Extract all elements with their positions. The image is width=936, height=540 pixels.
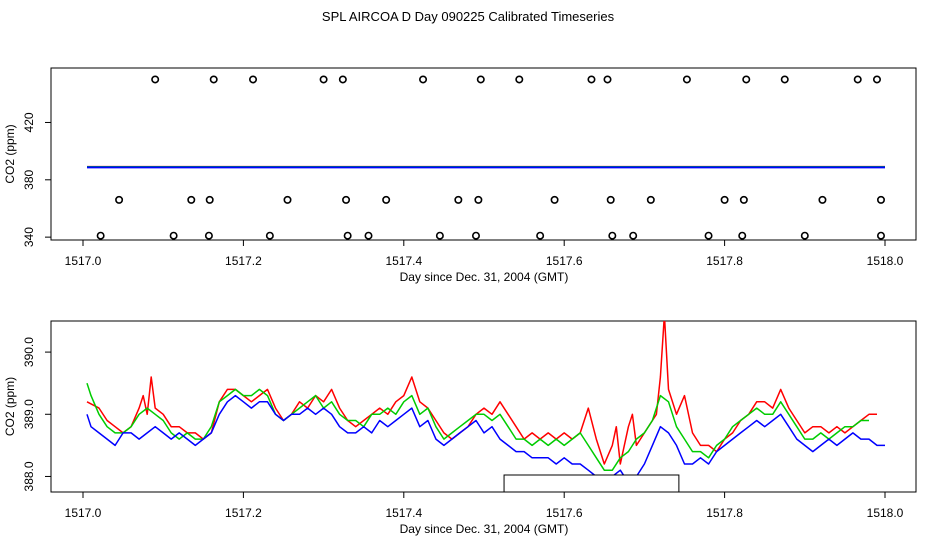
x-tick-label: 1517.8 — [706, 254, 743, 268]
y-tick-label: 340 — [22, 227, 36, 247]
scatter-point-calibration-mid — [115, 195, 124, 204]
scatter-point-calibration-low — [629, 231, 638, 240]
scatter-point-calibration-mid — [474, 195, 483, 204]
scatter-point-calibration-high — [515, 75, 524, 84]
scatter-point-calibration-high — [603, 75, 612, 84]
scatter-point-calibration-low — [96, 231, 105, 240]
scatter-point-calibration-mid — [342, 195, 351, 204]
scatter-point-calibration-high — [151, 75, 160, 84]
scatter-point-calibration-low — [738, 231, 747, 240]
y-tick-label: 390.0 — [22, 337, 36, 367]
scatter-point-calibration-mid — [739, 195, 748, 204]
scatter-point-calibration-high — [419, 75, 428, 84]
scatter-point-calibration-mid — [205, 195, 214, 204]
x-tick-label: 1517.2 — [225, 254, 262, 268]
scatter-point-calibration-low — [876, 231, 885, 240]
x-tick-label: 1518.0 — [867, 506, 904, 520]
scatter-point-calibration-high — [209, 75, 218, 84]
x-axis-label: Day since Dec. 31, 2004 (GMT) — [400, 270, 569, 284]
scatter-point-calibration-high — [780, 75, 789, 84]
scatter-point-calibration-low — [204, 231, 213, 240]
x-axis-label: Day since Dec. 31, 2004 (GMT) — [400, 522, 569, 536]
scatter-point-calibration-low — [364, 231, 373, 240]
scatter-point-calibration-mid — [720, 195, 729, 204]
scatter-point-calibration-mid — [818, 195, 827, 204]
scatter-point-calibration-mid — [606, 195, 615, 204]
scatter-point-calibration-low — [169, 231, 178, 240]
scatter-point-calibration-mid — [187, 195, 196, 204]
scatter-point-calibration-low — [343, 231, 352, 240]
scatter-point-calibration-mid — [454, 195, 463, 204]
scatter-point-calibration-high — [587, 75, 596, 84]
scatter-point-calibration-high — [476, 75, 485, 84]
x-tick-label: 1517.8 — [706, 506, 743, 520]
scatter-point-calibration-low — [471, 231, 480, 240]
scatter-point-calibration-low — [608, 231, 617, 240]
scatter-point-calibration-low — [265, 231, 274, 240]
scatter-point-calibration-high — [338, 75, 347, 84]
y-tick-label: 388.0 — [22, 461, 36, 491]
x-tick-label: 1517.2 — [225, 506, 262, 520]
scatter-point-calibration-low — [800, 231, 809, 240]
scatter-point-calibration-low — [536, 231, 545, 240]
x-tick-label: 1517.0 — [65, 254, 102, 268]
y-tick-label: 380 — [22, 169, 36, 189]
y-tick-label: 420 — [22, 112, 36, 132]
scatter-point-calibration-high — [319, 75, 328, 84]
top-panel-data — [87, 75, 885, 240]
x-tick-label: 1517.0 — [65, 506, 102, 520]
scatter-point-calibration-low — [704, 231, 713, 240]
series-line-red — [86, 321, 877, 465]
x-tick-label: 1517.6 — [546, 506, 583, 520]
x-tick-label: 1517.6 — [546, 254, 583, 268]
scatter-point-calibration-mid — [283, 195, 292, 204]
bottom-panel-group: 1517.0 1517.2 1517.4 1517.6 1517.8 1518.0 Day … — [3, 320, 917, 536]
top-panel-frame — [50, 67, 917, 241]
scatter-point-calibration-high — [742, 75, 751, 84]
scatter-point-calibration-mid — [382, 195, 391, 204]
scatter-point-calibration-high — [682, 75, 691, 84]
scatter-point-calibration-high — [872, 75, 881, 84]
x-tick-label: 1517.4 — [385, 506, 422, 520]
x-tick-label: 1518.0 — [867, 254, 904, 268]
annotation-box — [503, 474, 680, 493]
y-axis-label: CO2 (ppm) — [3, 124, 17, 183]
top-panel-group: 1517.0 1517.2 1517.4 1517.6 1517.8 1518.0 Day … — [3, 67, 917, 284]
scatter-point-calibration-mid — [876, 195, 885, 204]
scatter-point-calibration-low — [435, 231, 444, 240]
y-tick-label: 389.0 — [22, 399, 36, 429]
series-line-green — [86, 382, 869, 471]
y-axis-label: CO2 (ppm) — [3, 377, 17, 436]
scatter-point-calibration-mid — [550, 195, 559, 204]
scatter-point-calibration-high — [249, 75, 258, 84]
scatter-point-calibration-high — [853, 75, 862, 84]
scatter-point-calibration-mid — [646, 195, 655, 204]
figure-title: SPL AIRCOA D Day 090225 Calibrated Times… — [321, 9, 615, 24]
bottom-panel-data — [86, 321, 885, 484]
x-tick-label: 1517.4 — [385, 254, 422, 268]
bottom-panel-frame — [50, 320, 917, 493]
series-line-blue — [86, 394, 885, 484]
